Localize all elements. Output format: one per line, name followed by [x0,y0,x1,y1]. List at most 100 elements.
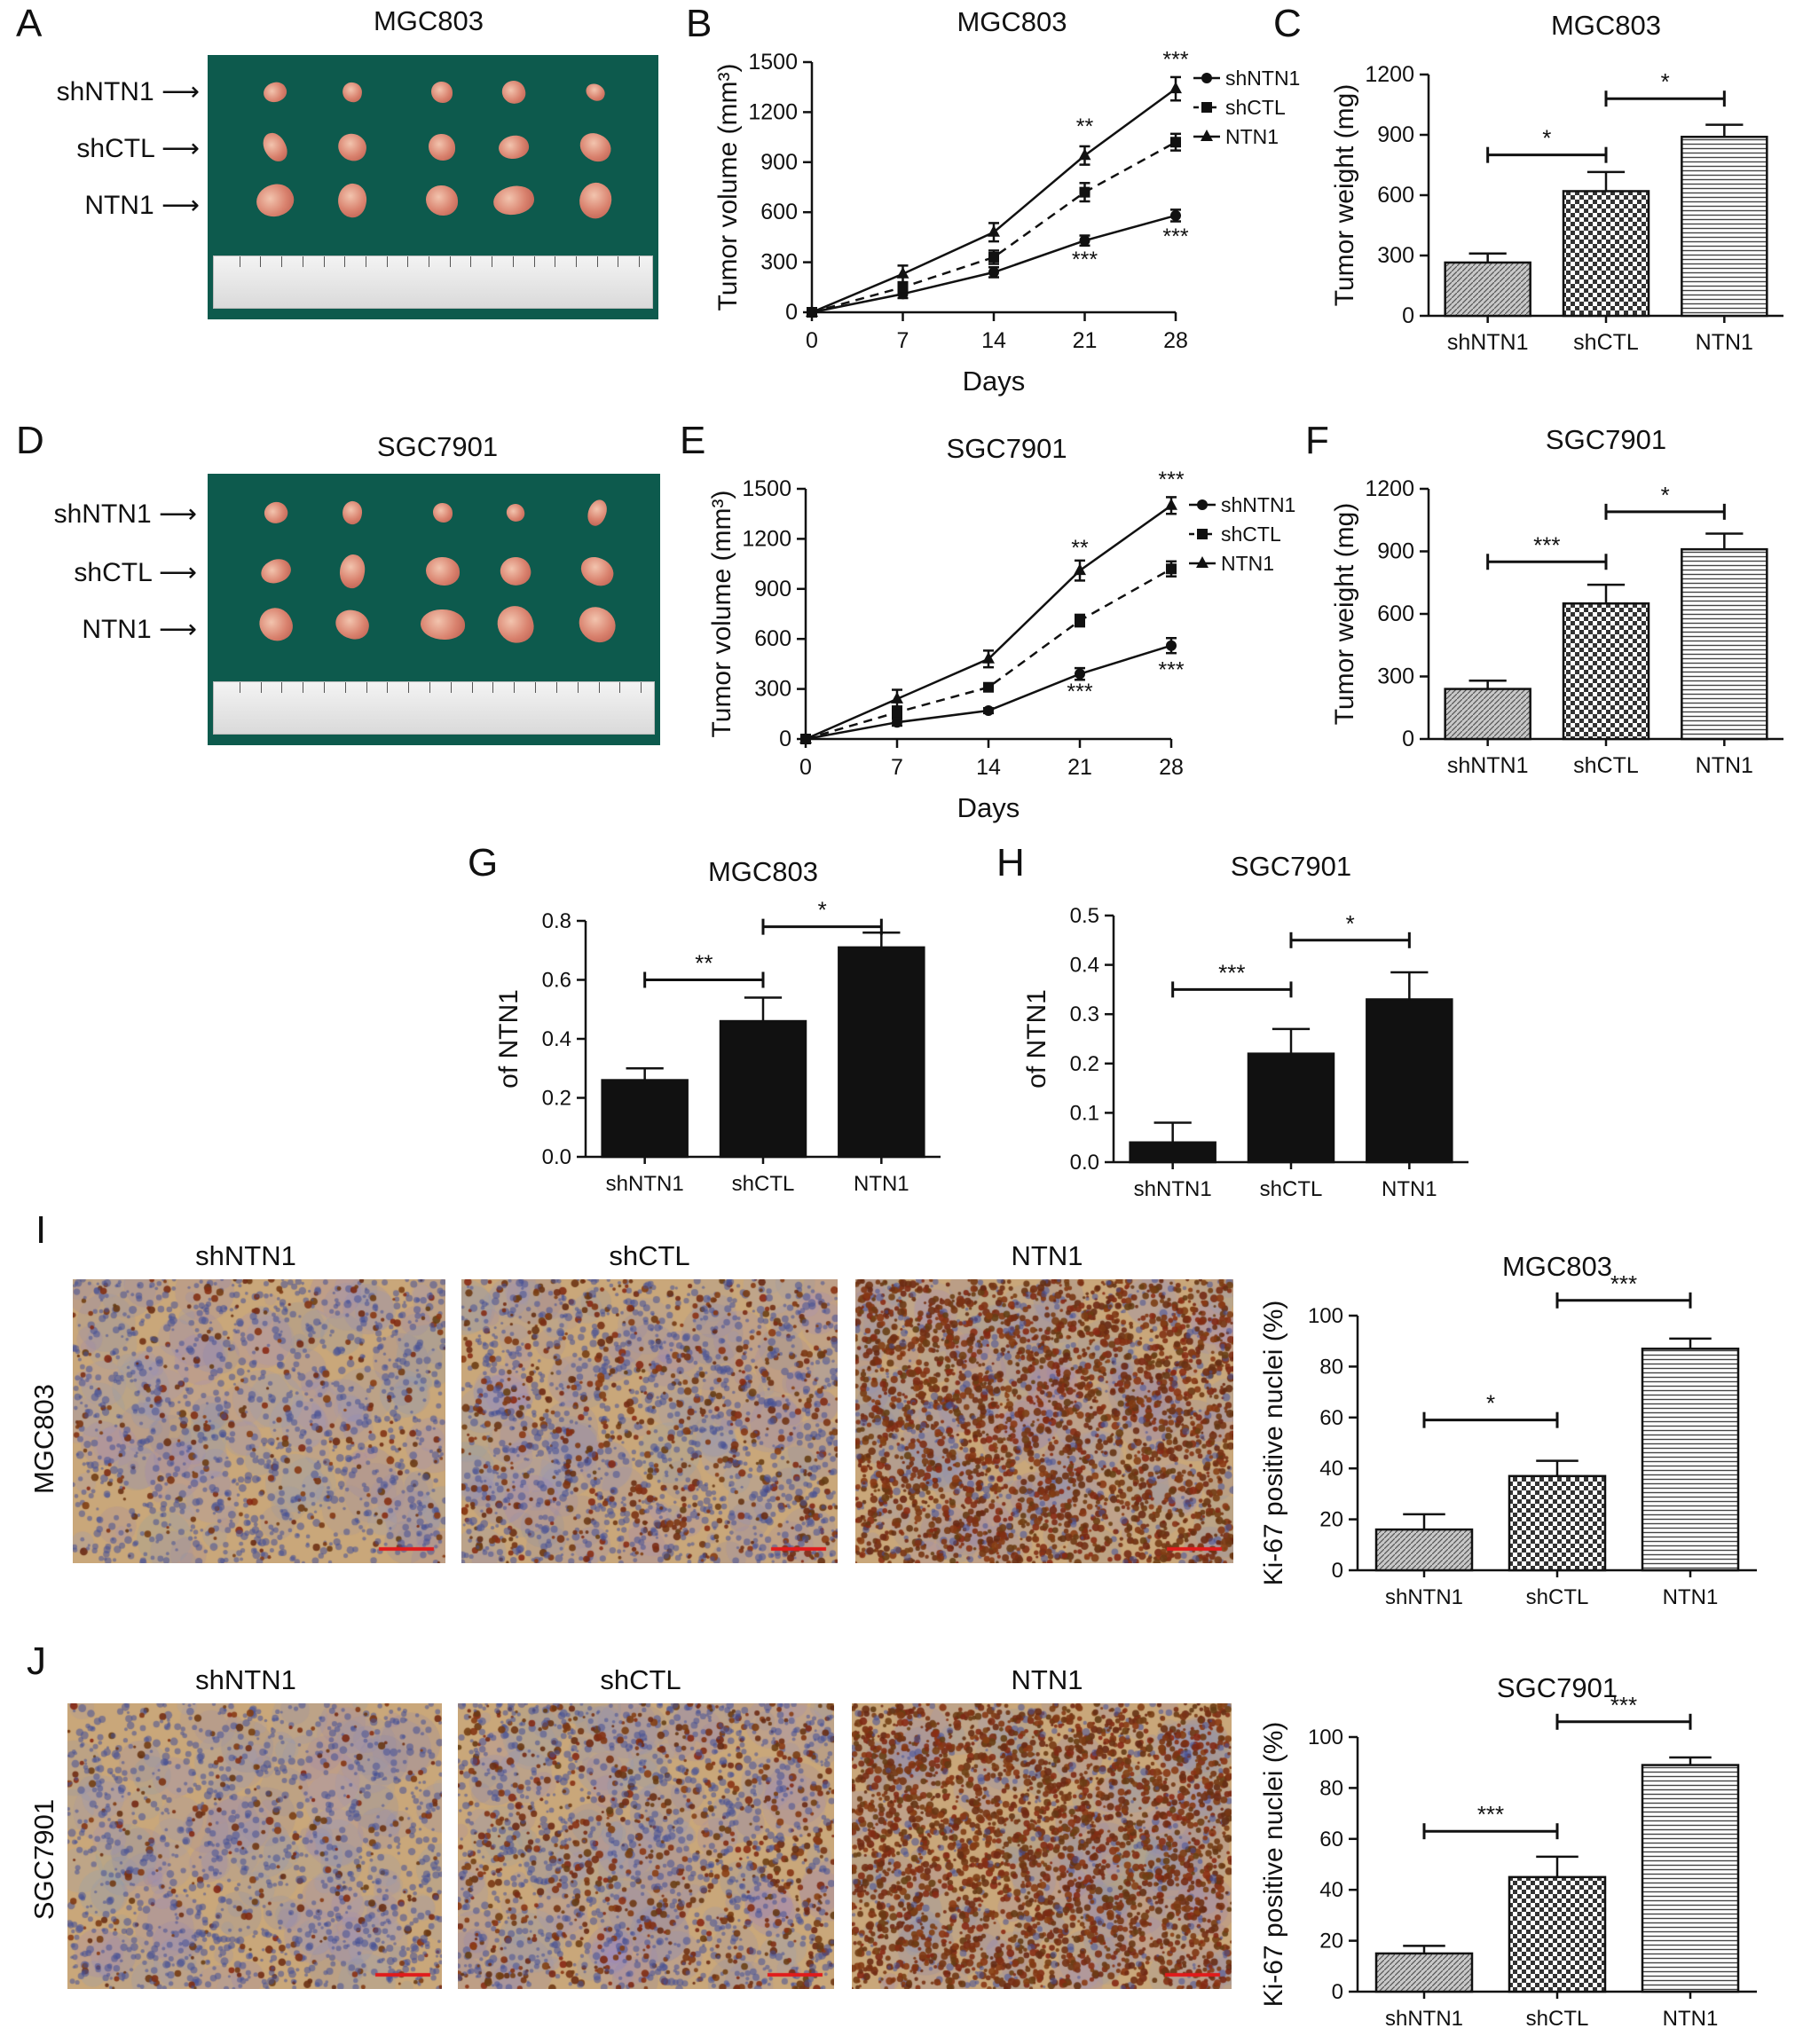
panel-label-f: F [1305,419,1329,462]
legend-label: NTN1 [1221,552,1274,575]
tumor-specimen [425,556,461,586]
chart-title: SGC7901 [1497,1672,1618,1703]
ihc-j-column-label: shNTN1 [195,1664,296,1695]
ruler-tick [619,682,621,693]
bar [1374,1952,1474,1993]
y-tick-label: 0 [1332,1980,1343,2004]
data-point [1166,640,1177,651]
data-point [1075,668,1085,680]
tumor-specimen [493,601,538,648]
x-tick-label: 21 [1067,755,1092,780]
bar [1681,547,1768,741]
panel-label-g: G [468,841,499,884]
photo-d-row-label: shNTN1 ⟶ [53,499,197,529]
tumor-specimen [583,81,608,104]
ihc-i-column-label: NTN1 [1011,1240,1083,1271]
ruler-tick [323,256,325,267]
ihc-i-column-label: shNTN1 [195,1240,296,1271]
ruler-tick [533,256,535,267]
significance-label: ** [1076,114,1094,139]
y-tick-label: 0.4 [1070,954,1099,978]
ruler-tick [281,682,283,693]
photo-d-row-label: NTN1 ⟶ [82,615,197,644]
panel-label-d: D [16,419,44,462]
significance-label: *** [1218,959,1245,986]
series-line [805,504,1172,741]
ruler-tick [260,682,262,693]
bar [1562,602,1650,741]
chart-j-ki67-sgc7901: SGC7901 0 20 40 60 80 100 Ki-67 positive nuclei… [1259,1672,1757,2031]
tumor-specimen [333,607,373,642]
x-tick-label: shNTN1 [1447,753,1529,778]
x-tick-label: 28 [1163,328,1188,353]
ruler-tick [555,682,557,693]
x-tick-label: shNTN1 [1385,2007,1463,2031]
data-point [896,266,909,279]
bar [838,946,925,1159]
y-tick-label: 900 [1377,539,1414,564]
data-point [892,706,902,718]
data-point [1079,186,1090,198]
tumor-specimen [260,498,291,528]
y-tick-label: 0 [1402,303,1414,328]
y-tick-label: 0 [779,727,791,751]
x-tick-label: 28 [1159,755,1184,780]
significance-label: *** [1072,248,1098,272]
tumor-specimen [428,133,456,161]
ruler-tick [576,256,578,267]
tumor-specimen [576,552,618,591]
bar [1562,190,1650,318]
tumor-specimen [259,129,292,166]
y-tick-label: 900 [1377,122,1414,147]
bar [1508,1875,1607,1993]
data-point [983,705,994,717]
ruler-tick [596,256,598,267]
panel-label-h: H [996,841,1025,884]
y-tick-label: 1200 [1365,62,1414,87]
x-tick-label: shNTN1 [1385,1585,1463,1609]
ruler-tick [366,682,367,693]
tumor-specimen [430,81,453,104]
y-axis: 0 20 40 60 80 100 Ki-67 positive nuclei (%) [1259,1301,1359,1585]
y-tick-label: 0 [1402,727,1414,751]
y-tick-label: 600 [1377,183,1414,208]
ruler-tick [344,682,346,693]
bar [1374,1528,1474,1572]
data-point [799,732,812,743]
significance-label: *** [1158,657,1184,682]
significance-label: *** [1533,531,1560,558]
legend-marker [1201,102,1212,113]
bar [1366,998,1453,1164]
significance-label: *** [1067,680,1092,704]
series-shCTL [807,132,1181,318]
y-tick-label: 300 [1377,243,1414,268]
data-point [897,281,909,293]
y-tick-label: 80 [1319,1355,1343,1379]
tumor-specimen [432,502,453,523]
photo-a-title: MGC803 [373,5,484,36]
y-tick-label: 1200 [742,526,791,551]
data-point [982,651,995,664]
ruler-tick [512,256,514,267]
x-tick-label: NTN1 [1663,1585,1719,1609]
y-tick-label: 60 [1319,1406,1343,1430]
series-line [805,568,1172,741]
data-point [983,681,994,693]
ihc-i-row-label: MGC803 [28,1383,59,1495]
data-point [806,305,818,317]
ruler-tick [429,682,431,693]
ihc-j-row-label: SGC7901 [28,1798,59,1921]
photo-a-row-label: shCTL ⟶ [76,134,200,163]
ruler-tick [324,682,325,693]
y-tick-label: 900 [754,577,791,601]
tumor-specimen [496,132,532,162]
ruler-tick [492,682,494,693]
bar [1444,688,1531,741]
y-tick-label: 900 [760,150,798,175]
data-point [988,266,999,278]
ihc-image-mgc803-ntn1 [855,1279,1233,1563]
